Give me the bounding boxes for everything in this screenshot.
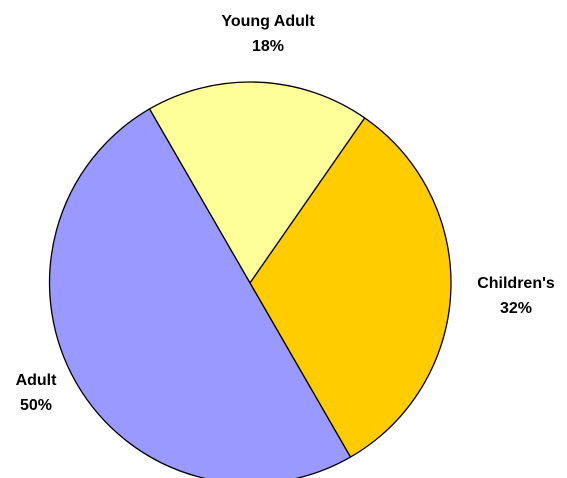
slice-category-label: Adult xyxy=(16,372,58,389)
pie-labels: Young Adult 18% Children's 32% Adult 50% xyxy=(16,13,555,414)
pie-label-young-adult: Young Adult 18% xyxy=(221,13,315,55)
slice-percent-label: 32% xyxy=(500,300,532,317)
pie-slice-children-s xyxy=(249,117,452,458)
slice-category-label: Young Adult xyxy=(221,13,315,30)
pie-slice-young-adult xyxy=(148,81,366,284)
pie-slices xyxy=(48,81,452,478)
pie-slice-adult xyxy=(48,108,352,478)
slice-percent-label: 18% xyxy=(252,38,284,55)
pie-label-children-s: Children's 32% xyxy=(477,275,555,317)
slice-percent-label: 50% xyxy=(20,397,52,414)
slice-category-label: Children's xyxy=(477,275,555,292)
pie-label-adult: Adult 50% xyxy=(16,372,58,414)
